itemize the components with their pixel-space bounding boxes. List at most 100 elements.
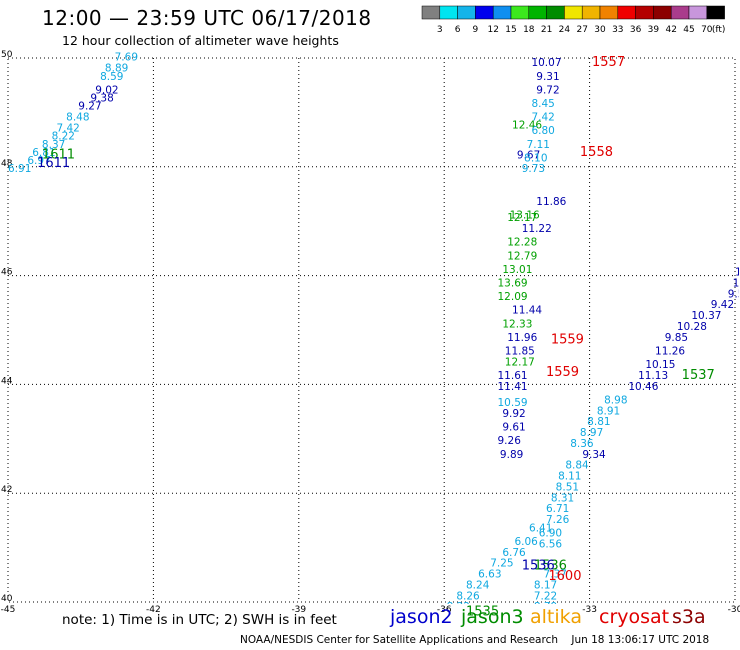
colorbar-swatch (688, 5, 708, 20)
data-label-cryosat: 7.42 (531, 112, 554, 124)
data-label-cryosat: 8.48 (66, 112, 89, 124)
chart-grid (7, 57, 736, 603)
data-label-cryosat: 8.97 (580, 427, 603, 439)
x-tick-label: -30 (728, 605, 740, 615)
x-tick-label: -36 (437, 605, 452, 615)
data-label-cryosat: 8.91 (597, 405, 620, 417)
data-label-cryosat: 8.45 (531, 98, 554, 110)
legend-jason3: jason3 (461, 606, 524, 628)
legend-s3a: s3a (672, 606, 706, 628)
page-title: 12:00 — 23:59 UTC 06/17/2018 (42, 6, 372, 30)
colorbar-label: 36 (630, 25, 642, 35)
data-label-cryosat: 8.11 (558, 471, 581, 483)
data-label-cryosat: 8.51 (556, 481, 579, 493)
colorbar-swatch (528, 5, 547, 20)
legend-note: note: 1) Time is in UTC; 2) SWH is in fe… (62, 612, 337, 628)
colorbar-swatch (510, 5, 530, 20)
data-label-cryosat: 6.56 (539, 539, 563, 551)
data-label-jason2: 1 (735, 267, 740, 279)
y-tick-label: 44 (1, 376, 13, 386)
colorbar-swatch (670, 5, 690, 20)
plot-frame (7, 57, 736, 603)
data-label-jason3: 13.16 (510, 209, 540, 221)
data-label-cryosat: 6.97 (27, 155, 50, 167)
data-label-cryosat: 6.71 (546, 503, 569, 515)
colorbar-swatch (617, 5, 636, 20)
colorbar-swatch (564, 5, 583, 20)
data-label-jason2: 11.61 (498, 370, 528, 382)
data-label-jason2: 9.31 (536, 71, 559, 83)
time-label: 1557 (592, 55, 625, 70)
colorbar-label: 9 (473, 25, 479, 35)
data-label-jason2: 9.67 (517, 150, 540, 162)
data-label-jason2: 11.85 (505, 345, 535, 357)
time-label: 1559 (551, 333, 584, 348)
data-label-jason2: 11.13 (638, 370, 668, 382)
colorbar-label: 39 (648, 25, 660, 35)
data-label-cryosat: 6.41 (529, 522, 552, 534)
data-label-jason3: 13.01 (502, 264, 532, 276)
data-label-cryosat: 8.98 (604, 394, 627, 406)
data-label-jason2: 9.38 (90, 93, 113, 105)
y-tick-label: 50 (1, 50, 13, 60)
data-label-cryosat: 8.22 (52, 131, 75, 143)
colorbar-label: 42 (665, 25, 676, 35)
time-label: 1611 (42, 148, 75, 163)
colorbar-label: 27 (576, 25, 587, 35)
data-label-jason3: 12.17 (505, 356, 535, 368)
data-label-jason2: 9.5 (728, 288, 740, 300)
colorbar-swatch (421, 5, 441, 20)
data-label-jason2: 10 (733, 277, 740, 289)
data-label-cryosat: 8.37 (42, 139, 65, 151)
colorbar-label: 70 (701, 25, 713, 35)
footer-credit: NOAA/NESDIS Center for Satellite Applica… (240, 634, 709, 646)
data-label-jason3: 12.28 (507, 237, 537, 249)
colorbar-label: 18 (523, 25, 535, 35)
colorbar-label: 21 (541, 25, 552, 35)
data-label-jason2: 9.27 (78, 101, 101, 113)
data-label-cryosat: 7.69 (115, 52, 138, 64)
data-label-jason3: 12.33 (502, 318, 532, 330)
data-label-cryosat: 8.17 (534, 579, 557, 591)
legend-jason2: jason2 (390, 606, 453, 628)
legend-altika: altika (530, 606, 582, 628)
data-label-cryosat: 6.06 (514, 536, 538, 548)
time-label: 1536 (522, 558, 555, 573)
footer-source: NOAA/NESDIS Center for Satellite Applica… (240, 634, 558, 646)
colorbar-swatch (546, 5, 565, 20)
data-label-cryosat: 6.81 (32, 147, 55, 159)
colorbar-swatch (492, 5, 512, 20)
page-subtitle: 12 hour collection of altimeter wave hei… (62, 33, 339, 48)
data-label-jason2: 11.86 (536, 196, 566, 208)
data-label-jason3: 13.69 (498, 277, 528, 289)
data-label-jason2: 9.72 (536, 84, 559, 96)
colorbar-swatch (706, 5, 725, 20)
data-label-cryosat: 6.90 (539, 528, 562, 540)
data-label-jason2: 9.85 (665, 332, 688, 344)
colorbar-label: 15 (505, 25, 516, 35)
data-label-cryosat: 8.84 (565, 460, 589, 472)
data-label-jason3: 12.17 (507, 212, 537, 224)
data-label-jason2: 11.26 (655, 345, 685, 357)
data-label-cryosat: 7.25 (490, 558, 513, 570)
colorbar-label: 24 (559, 25, 571, 35)
data-label-cryosat: 8.31 (551, 492, 574, 504)
colorbar-swatch (439, 5, 458, 20)
data-label-cryosat: 8.24 (466, 579, 490, 591)
time-label: 1535 (466, 605, 499, 620)
data-label-cryosat: 8.36 (570, 438, 594, 450)
x-tick-label: -39 (291, 605, 306, 615)
colorbar-label: 12 (487, 25, 498, 35)
data-label-cryosat: 8.59 (100, 71, 123, 83)
chart-axes: -45 -42 -39 -36 -33 -30 40 42 44 46 48 50 (1, 50, 740, 615)
data-label-jason3: 12.46 (512, 120, 542, 132)
data-label-jason2: 11.96 (507, 332, 537, 344)
y-tick-label: 48 (1, 159, 13, 169)
colorbar-swatch (599, 5, 619, 20)
time-label: 1537 (682, 368, 715, 383)
data-label-cryosat: 7.42 (56, 122, 79, 134)
data-label-jason2: 11.44 (512, 305, 542, 317)
colorbar-swatch (581, 5, 601, 20)
data-label-cryosat: 7.37 (544, 569, 567, 581)
